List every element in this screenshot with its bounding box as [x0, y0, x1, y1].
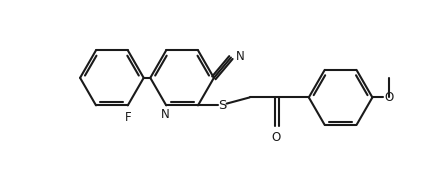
- Text: F: F: [124, 111, 131, 124]
- Text: S: S: [218, 99, 227, 112]
- Text: O: O: [271, 130, 281, 144]
- Text: N: N: [161, 108, 170, 121]
- Text: O: O: [384, 91, 394, 104]
- Text: N: N: [236, 50, 245, 63]
